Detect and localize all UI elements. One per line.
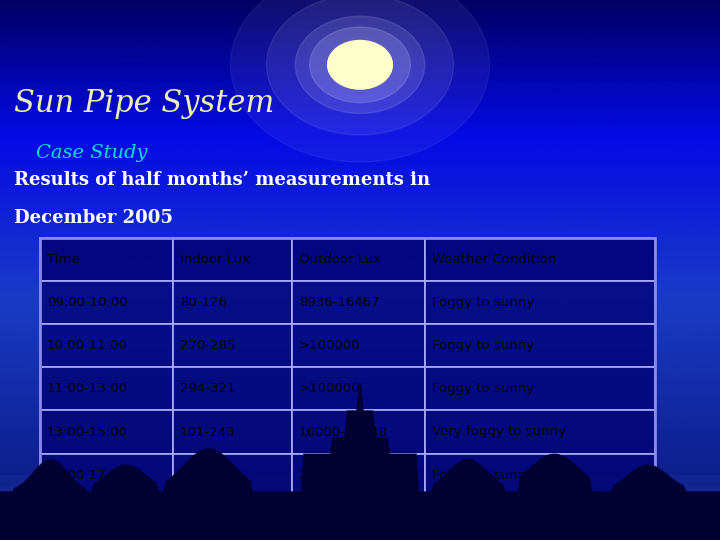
Bar <box>425 367 655 410</box>
Bar <box>173 367 292 410</box>
Text: Results of half months’ measurements in: Results of half months’ measurements in <box>14 171 431 189</box>
Bar <box>0 475 720 540</box>
Bar <box>173 410 292 454</box>
Text: 13:00-15:00: 13:00-15:00 <box>47 426 128 438</box>
Text: 2313-12801: 2313-12801 <box>299 469 380 482</box>
Text: 15:00-17:00: 15:00-17:00 <box>47 469 128 482</box>
Bar <box>40 324 173 367</box>
Bar <box>173 281 292 324</box>
Text: 270-285: 270-285 <box>180 339 235 352</box>
Text: >100000: >100000 <box>299 339 360 352</box>
Bar <box>173 454 292 497</box>
Text: 80-126: 80-126 <box>180 296 227 309</box>
Bar <box>292 281 425 324</box>
Bar <box>425 238 655 281</box>
Bar <box>425 410 655 454</box>
Bar <box>292 410 425 454</box>
Text: 11:00-13:00: 11:00-13:00 <box>47 382 128 395</box>
Bar <box>292 367 425 410</box>
Text: >100000: >100000 <box>299 382 360 395</box>
Bar <box>292 454 425 497</box>
Text: Foggy to sunny: Foggy to sunny <box>432 296 534 309</box>
Circle shape <box>328 40 392 89</box>
Text: Sun Pipe System: Sun Pipe System <box>14 88 274 119</box>
Bar <box>40 281 173 324</box>
Bar <box>40 238 655 497</box>
Text: 101-243: 101-243 <box>180 426 235 438</box>
Bar <box>425 454 655 497</box>
Bar <box>292 324 425 367</box>
Text: 16000-32048: 16000-32048 <box>299 426 387 438</box>
Circle shape <box>295 16 425 113</box>
Text: Outdoor Lux: Outdoor Lux <box>299 253 381 266</box>
Polygon shape <box>0 383 720 540</box>
Text: Very foggy to sunny: Very foggy to sunny <box>432 426 566 438</box>
Text: Foggy to sunny: Foggy to sunny <box>432 469 534 482</box>
Bar <box>173 324 292 367</box>
Bar <box>425 281 655 324</box>
Bar <box>40 410 173 454</box>
Bar <box>292 238 425 281</box>
Bar <box>40 238 173 281</box>
Bar <box>425 324 655 367</box>
Text: 8936-16467: 8936-16467 <box>299 296 379 309</box>
Text: 294-321: 294-321 <box>180 382 235 395</box>
Text: 09:00-10:00: 09:00-10:00 <box>47 296 127 309</box>
Circle shape <box>230 0 490 162</box>
Text: December 2005: December 2005 <box>14 209 174 227</box>
Text: 10:00-11:00: 10:00-11:00 <box>47 339 127 352</box>
Bar <box>173 238 292 281</box>
Bar <box>40 367 173 410</box>
Text: Indoor Lux: Indoor Lux <box>180 253 250 266</box>
Bar <box>40 454 173 497</box>
Text: Case Study: Case Study <box>36 144 148 162</box>
Bar <box>0 486 720 540</box>
Circle shape <box>266 0 454 135</box>
Text: Foggy to sunny: Foggy to sunny <box>432 382 534 395</box>
Bar <box>0 497 720 540</box>
Text: Foggy to sunny: Foggy to sunny <box>432 339 534 352</box>
Text: Weather Condition: Weather Condition <box>432 253 557 266</box>
Text: 22-85: 22-85 <box>180 469 219 482</box>
Circle shape <box>310 27 410 103</box>
Text: Time: Time <box>47 253 79 266</box>
